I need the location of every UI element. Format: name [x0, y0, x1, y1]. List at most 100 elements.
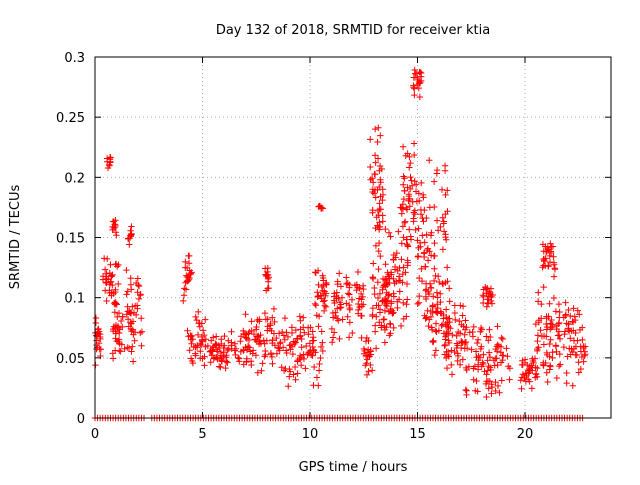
- data-point: [344, 279, 351, 287]
- data-point: [111, 301, 119, 308]
- data-point: [390, 293, 398, 300]
- data-point: [369, 304, 377, 312]
- data-point: [217, 363, 224, 371]
- data-point: [416, 197, 423, 205]
- data-point: [248, 327, 255, 334]
- data-point: [199, 327, 207, 334]
- data-point: [462, 338, 470, 346]
- data-point: [418, 179, 425, 187]
- data-point: [485, 349, 493, 356]
- data-point: [375, 212, 382, 219]
- data-point: [117, 317, 125, 325]
- data-point: [441, 342, 448, 349]
- data-point: [137, 291, 144, 298]
- data-point: [401, 187, 408, 194]
- data-point: [398, 256, 405, 263]
- data-point: [546, 340, 553, 348]
- data-point: [486, 326, 493, 333]
- data-point: [399, 223, 407, 230]
- data-point: [473, 339, 481, 347]
- data-point: [543, 333, 550, 340]
- data-point: [422, 315, 429, 322]
- data-point: [200, 331, 208, 339]
- data-point: [128, 223, 135, 230]
- data-point: [127, 274, 134, 282]
- data-point: [403, 313, 410, 320]
- data-point: [568, 345, 575, 353]
- data-point: [386, 320, 394, 327]
- data-point: [465, 363, 473, 370]
- data-point: [254, 369, 262, 376]
- data-point: [454, 350, 461, 357]
- data-point: [228, 328, 235, 335]
- data-point: [371, 322, 379, 329]
- data-point: [445, 330, 452, 337]
- data-point: [562, 311, 570, 318]
- data-point: [127, 319, 134, 327]
- data-point: [395, 273, 403, 280]
- y-tick-label: 0.15: [56, 232, 85, 247]
- data-point: [349, 329, 356, 337]
- data-point: [267, 349, 275, 357]
- data-point: [543, 313, 550, 320]
- data-point: [374, 155, 382, 162]
- data-point: [336, 335, 343, 343]
- data-point: [375, 265, 382, 273]
- data-point: [539, 264, 546, 271]
- data-point: [552, 342, 560, 349]
- data-point: [262, 272, 270, 280]
- data-point: [436, 278, 443, 286]
- data-point: [411, 177, 418, 185]
- data-point: [201, 362, 208, 369]
- data-point: [310, 347, 317, 354]
- data-point: [214, 348, 221, 355]
- data-point: [353, 286, 360, 294]
- data-point: [129, 343, 136, 350]
- data-point: [422, 263, 429, 270]
- data-point: [404, 296, 411, 303]
- data-point: [434, 294, 441, 301]
- data-point: [255, 340, 263, 348]
- data-point: [114, 324, 122, 332]
- data-point: [485, 385, 492, 392]
- data-point: [376, 309, 384, 316]
- data-point: [127, 281, 135, 288]
- data-point: [576, 311, 583, 318]
- data-point: [480, 360, 487, 368]
- data-point: [555, 362, 563, 370]
- data-point: [422, 295, 430, 303]
- data-point: [114, 263, 121, 270]
- data-point: [579, 336, 586, 344]
- data-point: [483, 333, 490, 340]
- data-point: [245, 344, 253, 351]
- data-point: [519, 371, 527, 378]
- data-point: [335, 317, 342, 324]
- data-point: [384, 273, 392, 280]
- data-point: [449, 331, 456, 339]
- data-point: [494, 323, 501, 330]
- data-point: [396, 288, 403, 295]
- data-point: [421, 239, 428, 246]
- data-point: [309, 343, 316, 351]
- data-point: [369, 186, 377, 193]
- data-point: [423, 214, 430, 222]
- data-point: [390, 309, 397, 316]
- data-point: [419, 191, 427, 199]
- data-point: [429, 338, 436, 345]
- data-point: [388, 300, 395, 307]
- data-point: [445, 353, 453, 360]
- data-point: [186, 347, 193, 354]
- data-point: [370, 190, 378, 197]
- data-point: [371, 125, 379, 133]
- data-point: [484, 357, 491, 364]
- data-point: [555, 300, 563, 308]
- data-point: [123, 291, 130, 298]
- data-point: [424, 307, 431, 314]
- data-point: [497, 359, 505, 366]
- data-point: [415, 190, 423, 197]
- data-point: [437, 223, 444, 231]
- data-point: [312, 302, 320, 309]
- data-point: [254, 316, 261, 324]
- y-tick-label: 0.2: [64, 171, 85, 186]
- data-point: [243, 355, 251, 362]
